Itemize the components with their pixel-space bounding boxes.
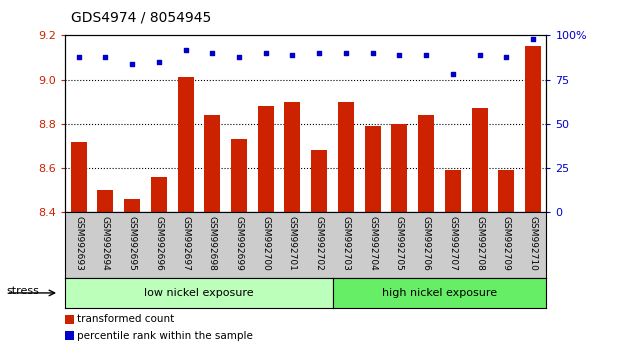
Point <box>261 50 271 56</box>
Bar <box>65 331 74 340</box>
Text: GSM992698: GSM992698 <box>208 216 217 270</box>
Bar <box>65 315 74 324</box>
Point <box>501 54 511 59</box>
Point <box>368 50 378 56</box>
Text: transformed count: transformed count <box>77 314 175 324</box>
Text: GSM992706: GSM992706 <box>422 216 430 270</box>
Bar <box>71 142 86 212</box>
Bar <box>124 199 140 212</box>
Bar <box>178 78 194 212</box>
Point <box>421 52 431 58</box>
Bar <box>365 126 381 212</box>
Text: GDS4974 / 8054945: GDS4974 / 8054945 <box>71 11 212 25</box>
Bar <box>391 124 407 212</box>
Text: GSM992710: GSM992710 <box>528 216 538 270</box>
Bar <box>418 115 434 212</box>
Text: GSM992697: GSM992697 <box>181 216 190 270</box>
Point <box>394 52 404 58</box>
Text: GSM992703: GSM992703 <box>342 216 350 270</box>
Text: GSM992705: GSM992705 <box>395 216 404 270</box>
Bar <box>258 106 274 212</box>
Text: GSM992708: GSM992708 <box>475 216 484 270</box>
Text: GSM992709: GSM992709 <box>502 216 511 270</box>
Point <box>288 52 297 58</box>
Point <box>314 50 324 56</box>
Bar <box>498 170 514 212</box>
Bar <box>311 150 327 212</box>
Text: stress: stress <box>6 286 39 296</box>
Point <box>341 50 351 56</box>
Bar <box>231 139 247 212</box>
Text: percentile rank within the sample: percentile rank within the sample <box>77 331 253 341</box>
Point <box>207 50 217 56</box>
Point <box>154 59 164 65</box>
Text: GSM992701: GSM992701 <box>288 216 297 270</box>
Text: GSM992694: GSM992694 <box>101 216 110 270</box>
Bar <box>338 102 354 212</box>
Point <box>528 36 538 42</box>
Text: high nickel exposure: high nickel exposure <box>382 288 497 298</box>
Text: GSM992700: GSM992700 <box>261 216 270 270</box>
Point <box>101 54 111 59</box>
Point <box>234 54 244 59</box>
Point <box>127 61 137 67</box>
Bar <box>471 108 487 212</box>
Text: GSM992702: GSM992702 <box>315 216 324 270</box>
Point <box>74 54 84 59</box>
Text: low nickel exposure: low nickel exposure <box>144 288 254 298</box>
Text: GSM992704: GSM992704 <box>368 216 377 270</box>
Bar <box>525 46 541 212</box>
Point <box>448 72 458 77</box>
Text: GSM992707: GSM992707 <box>448 216 458 270</box>
Text: GSM992693: GSM992693 <box>74 216 83 270</box>
Bar <box>445 170 461 212</box>
Point <box>181 47 191 52</box>
Bar <box>97 190 114 212</box>
Bar <box>284 102 301 212</box>
Text: GSM992699: GSM992699 <box>235 216 243 270</box>
Point <box>474 52 484 58</box>
Text: GSM992695: GSM992695 <box>127 216 137 270</box>
Text: GSM992696: GSM992696 <box>154 216 163 270</box>
Bar <box>151 177 167 212</box>
Bar <box>204 115 220 212</box>
